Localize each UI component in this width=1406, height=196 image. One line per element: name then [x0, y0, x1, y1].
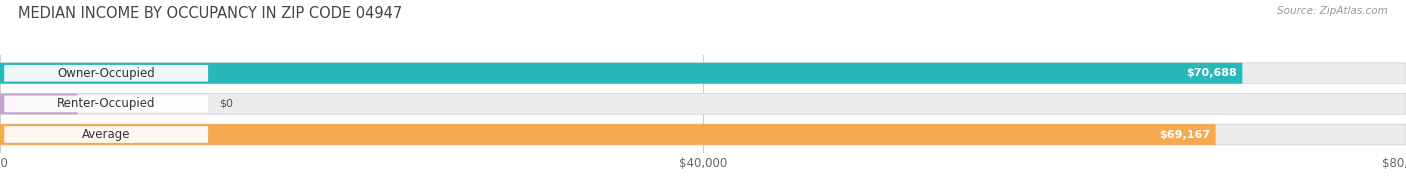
FancyBboxPatch shape: [4, 126, 208, 143]
FancyBboxPatch shape: [0, 93, 1406, 114]
FancyBboxPatch shape: [0, 63, 1406, 84]
Text: MEDIAN INCOME BY OCCUPANCY IN ZIP CODE 04947: MEDIAN INCOME BY OCCUPANCY IN ZIP CODE 0…: [18, 6, 402, 21]
Text: Source: ZipAtlas.com: Source: ZipAtlas.com: [1277, 6, 1388, 16]
Text: Renter-Occupied: Renter-Occupied: [56, 97, 156, 110]
FancyBboxPatch shape: [4, 65, 208, 82]
FancyBboxPatch shape: [0, 124, 1216, 145]
Text: Average: Average: [82, 128, 131, 141]
FancyBboxPatch shape: [4, 96, 208, 112]
FancyBboxPatch shape: [0, 93, 77, 114]
Text: $0: $0: [219, 99, 233, 109]
Text: Owner-Occupied: Owner-Occupied: [58, 67, 155, 80]
Text: $70,688: $70,688: [1187, 68, 1237, 78]
FancyBboxPatch shape: [0, 124, 1406, 145]
Text: $69,167: $69,167: [1159, 130, 1211, 140]
FancyBboxPatch shape: [0, 63, 1243, 84]
